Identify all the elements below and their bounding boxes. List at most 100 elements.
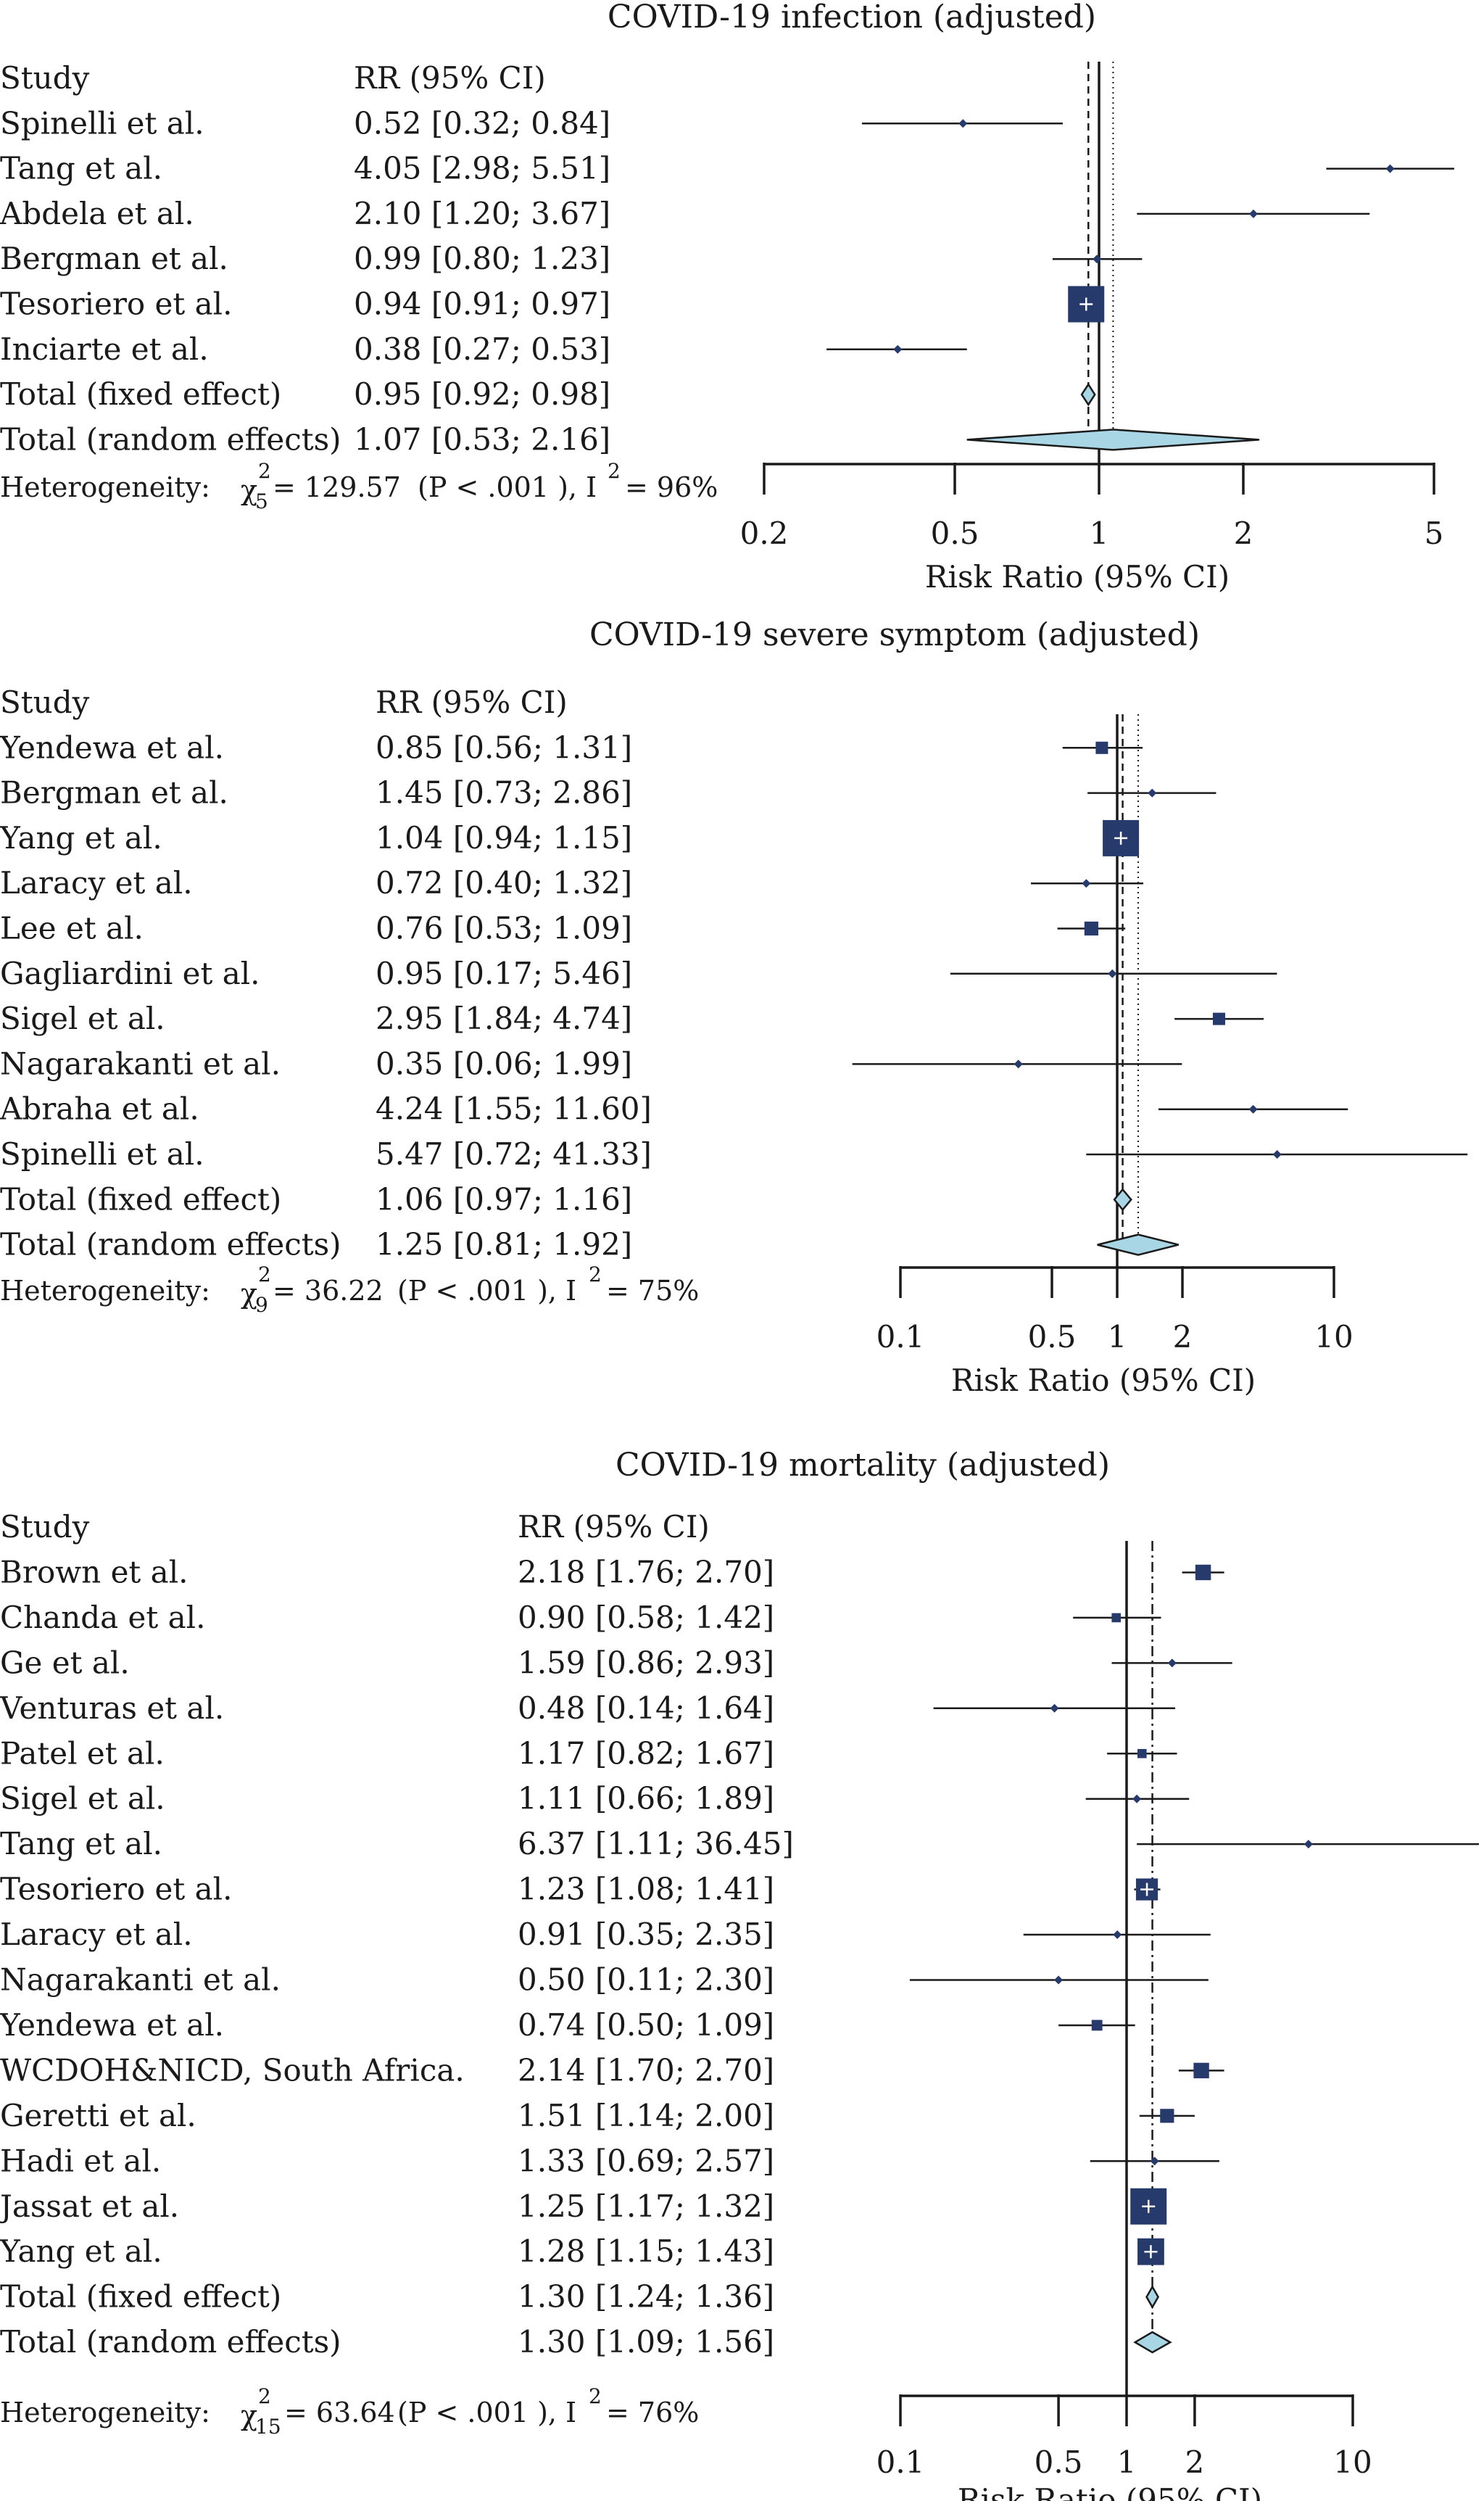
i2-exponent: 2	[589, 1262, 602, 1286]
pooled-diamond	[966, 429, 1260, 451]
x-tick-label: 2	[1185, 2444, 1205, 2480]
study-effect-ci: 0.90 [0.58; 1.42]	[518, 1600, 774, 1635]
x-tick-label: 2	[1234, 516, 1253, 551]
study-name: Tang et al.	[0, 1826, 162, 1861]
study-row: Abdela et al. 2.10 [1.20; 3.67]	[0, 196, 1370, 231]
study-point	[1167, 1658, 1177, 1668]
study-effect-ci: 1.04 [0.94; 1.15]	[376, 820, 632, 856]
x-tick-label: 0.1	[876, 2444, 925, 2480]
study-point	[1054, 1975, 1064, 1985]
column-header-study: Study	[0, 685, 90, 720]
i2-exponent: 2	[589, 2384, 602, 2408]
study-row: Venturas et al. 0.48 [0.14; 1.64]	[0, 1690, 1176, 1726]
study-row: Nagarakanti et al. 0.35 [0.06; 1.99]	[0, 1046, 1182, 1081]
study-point	[1248, 1104, 1258, 1114]
forest-panel-3: COVID-19 mortality (adjusted) Study RR (95…	[0, 1447, 1479, 2501]
study-weight-box	[1095, 741, 1108, 754]
x-tick-label: 2	[1173, 1319, 1193, 1355]
study-row: Yendewa et al. 0.85 [0.56; 1.31]	[0, 729, 1143, 765]
pooled-diamond	[1145, 2285, 1159, 2310]
study-name: Inciarte et al.	[0, 331, 209, 367]
total-effect-ci: 1.30 [1.09; 1.56]	[518, 2324, 774, 2360]
p-value: (P < .001 ), I	[397, 2397, 576, 2428]
study-row: Laracy et al. 0.72 [0.40; 1.32]	[0, 865, 1144, 901]
study-row: Laracy et al. 0.91 [0.35; 2.35]	[0, 1917, 1211, 1952]
study-row: Tesoriero et al. 0.94 [0.91; 0.97]	[0, 286, 1105, 323]
study-weight-box	[1111, 1613, 1122, 1623]
study-row: Inciarte et al. 0.38 [0.27; 0.53]	[0, 331, 967, 367]
study-effect-ci: 2.14 [1.70; 2.70]	[518, 2052, 774, 2088]
x-axis: 0.2 0.5 1 2 5 Risk Ratio (95% CI)	[740, 463, 1443, 595]
study-row: Spinelli et al. 5.47 [0.72; 41.33]	[0, 1136, 1468, 1172]
study-effect-ci: 0.74 [0.50; 1.09]	[518, 2007, 774, 2043]
study-effect-ci: 0.76 [0.53; 1.09]	[376, 911, 632, 946]
study-name: Hadi et al.	[0, 2143, 161, 2178]
total-random-row: Total (random effects) 1.07 [0.53; 2.16]	[0, 421, 1260, 457]
study-row: Ge et al. 1.59 [0.86; 2.93]	[0, 1645, 1232, 1680]
study-point	[1113, 1930, 1122, 1940]
study-row: Yang et al. 1.04 [0.94; 1.15]	[0, 819, 1140, 856]
study-name: Spinelli et al.	[0, 105, 204, 141]
study-name: Nagarakanti et al.	[0, 1962, 281, 1998]
heterogeneity-label: Heterogeneity:	[0, 1275, 210, 1307]
x-tick-label: 0.5	[1028, 1319, 1077, 1355]
x-tick-label: 1	[1090, 516, 1109, 551]
total-name: Total (fixed effect)	[0, 376, 281, 412]
study-effect-ci: 0.95 [0.17; 5.46]	[376, 956, 632, 991]
total-name: Total (fixed effect)	[0, 2279, 281, 2315]
column-header-effect: RR (95% CI)	[354, 60, 546, 96]
study-row: Sigel et al. 1.11 [0.66; 1.89]	[0, 1781, 1190, 1816]
study-effect-ci: 0.50 [0.11; 2.30]	[518, 1962, 774, 1998]
study-row: Bergman et al. 0.99 [0.80; 1.23]	[0, 241, 1143, 276]
study-effect-ci: 1.33 [0.69; 2.57]	[518, 2143, 774, 2178]
study-weight-box	[1195, 1564, 1211, 1581]
study-row: Tang et al. 6.37 [1.11; 36.45]	[0, 1826, 1479, 1861]
chi-statistic: = 36.22	[273, 1275, 384, 1307]
panel-title: COVID-19 severe symptom (adjusted)	[589, 616, 1200, 653]
x-axis-label: Risk Ratio (95% CI)	[925, 559, 1230, 595]
study-point	[1385, 164, 1395, 173]
study-row: WCDOH&NICD, South Africa. 2.14 [1.70; 2.7…	[0, 2052, 1224, 2088]
study-name: Nagarakanti et al.	[0, 1046, 281, 1081]
x-tick-label: 10	[1314, 1319, 1353, 1355]
chi-symbol: χ	[241, 2399, 257, 2431]
x-tick-label: 0.1	[876, 1319, 925, 1355]
pooled-diamond	[1080, 382, 1096, 407]
study-effect-ci: 0.94 [0.91; 0.97]	[354, 286, 610, 322]
study-row: Lee et al. 0.76 [0.53; 1.09]	[0, 911, 1126, 946]
study-name: Sigel et al.	[0, 1001, 165, 1036]
study-row: Bergman et al. 1.45 [0.73; 2.86]	[0, 775, 1216, 811]
study-name: Yendewa et al.	[0, 2007, 224, 2043]
study-effect-ci: 1.17 [0.82; 1.67]	[518, 1735, 774, 1771]
study-name: Gagliardini et al.	[0, 956, 260, 991]
study-effect-ci: 1.51 [1.14; 2.00]	[518, 2098, 774, 2133]
study-effect-ci: 0.48 [0.14; 1.64]	[518, 1690, 774, 1726]
study-point	[1108, 969, 1117, 978]
total-effect-ci: 1.06 [0.97; 1.16]	[376, 1181, 632, 1217]
study-point	[1093, 255, 1102, 264]
study-weight-box	[1160, 2109, 1174, 2123]
study-weight-box	[1084, 921, 1098, 936]
study-effect-ci: 0.91 [0.35; 2.35]	[518, 1917, 774, 1952]
study-name: Laracy et al.	[0, 865, 193, 901]
study-effect-ci: 1.23 [1.08; 1.41]	[518, 1872, 774, 1907]
study-name: Brown et al.	[0, 1554, 188, 1590]
study-row: Patel et al. 1.17 [0.82; 1.67]	[0, 1735, 1177, 1771]
study-weight-box	[1212, 1012, 1225, 1025]
study-effect-ci: 0.72 [0.40; 1.32]	[376, 865, 632, 901]
study-name: Laracy et al.	[0, 1917, 193, 1952]
study-name: Ge et al.	[0, 1645, 130, 1680]
x-tick-label: 10	[1333, 2444, 1372, 2480]
x-axis-label: Risk Ratio (95% CI)	[958, 2482, 1262, 2501]
heterogeneity: Heterogeneity: χ15 2 = 63.64 (P < .001 ), I 2…	[0, 2384, 699, 2439]
total-effect-ci: 1.25 [0.81; 1.92]	[376, 1227, 632, 1262]
study-name: Abraha et al.	[0, 1091, 199, 1127]
study-name: Bergman et al.	[0, 775, 228, 811]
total-fixed-row: Total (fixed effect) 1.06 [0.97; 1.16]	[0, 1181, 1132, 1217]
study-weight-box	[1091, 2020, 1103, 2031]
study-name: WCDOH&NICD, South Africa.	[0, 2052, 465, 2088]
study-name: Yang et al.	[0, 820, 162, 856]
pooled-diamond	[1113, 1188, 1132, 1212]
study-name: Bergman et al.	[0, 241, 228, 276]
